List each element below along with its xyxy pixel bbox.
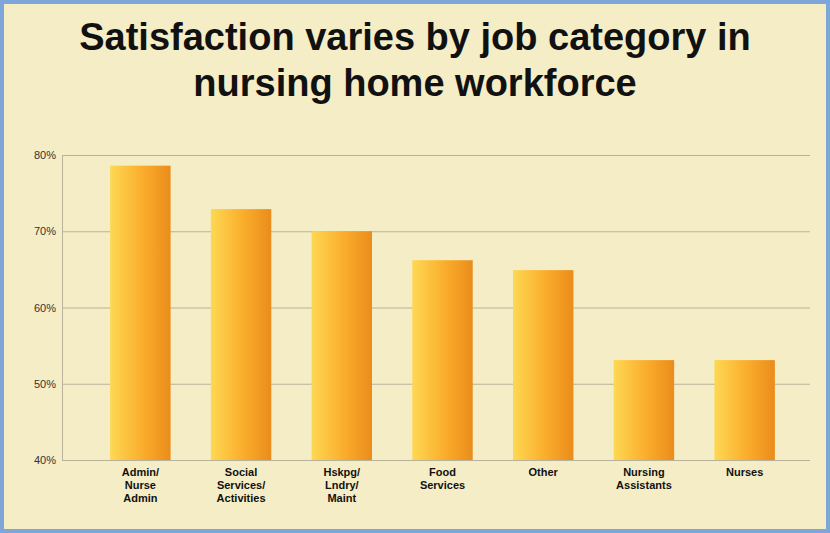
background <box>2 2 828 531</box>
x-tick: NursingAssistants <box>616 460 672 491</box>
y-tick-label: 70% <box>34 225 56 237</box>
bar <box>110 166 170 460</box>
bar <box>211 209 271 460</box>
y-tick-label: 50% <box>34 378 56 390</box>
bar <box>614 360 674 460</box>
y-tick-label: 40% <box>34 454 56 466</box>
grid-line <box>62 231 810 232</box>
grid-line <box>62 460 810 461</box>
x-axis: Admin/NurseAdmin SocialServices/Activitie… <box>91 460 796 504</box>
y-tick-label: 60% <box>34 302 56 314</box>
x-tick-label: Other <box>529 466 559 478</box>
title: Satisfaction varies by job category innu… <box>79 16 751 104</box>
x-tick-label: SocialServices/Activities <box>217 466 266 504</box>
y-axis: 40% 50% 60% 70% 80% <box>34 149 810 466</box>
bar <box>714 360 774 460</box>
x-tick: Other <box>529 460 559 478</box>
y-tick-label: 80% <box>34 149 56 161</box>
x-tick-label: Admin/NurseAdmin <box>122 466 159 504</box>
x-tick: Hskpg/Lndry/Maint <box>323 460 360 504</box>
bar <box>513 270 573 460</box>
y-tick: 80% <box>34 149 810 161</box>
x-axis-line <box>91 460 796 461</box>
bars <box>110 166 775 460</box>
x-tick: FoodServices <box>420 460 465 491</box>
x-tick-label: FoodServices <box>420 466 465 491</box>
x-tick: SocialServices/Activities <box>217 460 266 504</box>
x-tick-label: NursingAssistants <box>616 466 672 491</box>
bar <box>412 260 472 460</box>
x-tick: Admin/NurseAdmin <box>122 460 159 504</box>
bar <box>312 231 372 460</box>
x-tick-label: Hskpg/Lndry/Maint <box>323 466 360 504</box>
x-tick: Nurses <box>726 460 763 478</box>
x-tick-label: Nurses <box>726 466 763 478</box>
grid-line <box>62 155 810 156</box>
